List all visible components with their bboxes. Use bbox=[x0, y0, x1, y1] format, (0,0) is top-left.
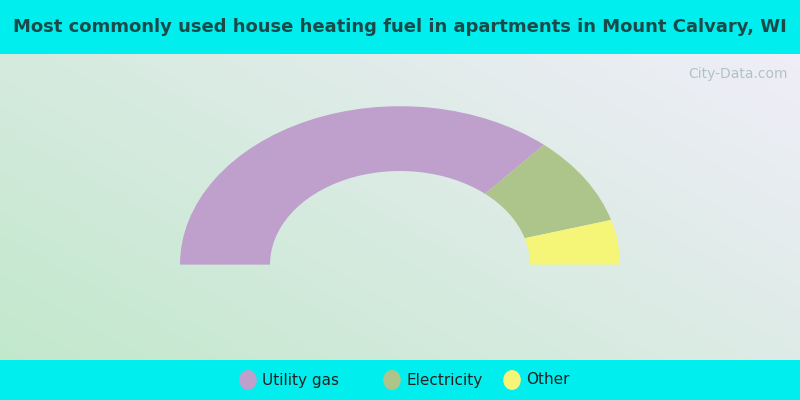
Text: Other: Other bbox=[526, 372, 570, 388]
Ellipse shape bbox=[503, 370, 521, 390]
Text: Most commonly used house heating fuel in apartments in Mount Calvary, WI: Most commonly used house heating fuel in… bbox=[13, 18, 787, 36]
Ellipse shape bbox=[239, 370, 257, 390]
Wedge shape bbox=[485, 145, 611, 238]
Wedge shape bbox=[525, 220, 620, 265]
Text: City-Data.com: City-Data.com bbox=[688, 67, 787, 81]
Text: Utility gas: Utility gas bbox=[262, 372, 339, 388]
Wedge shape bbox=[180, 106, 544, 265]
Text: Electricity: Electricity bbox=[406, 372, 482, 388]
Ellipse shape bbox=[383, 370, 401, 390]
